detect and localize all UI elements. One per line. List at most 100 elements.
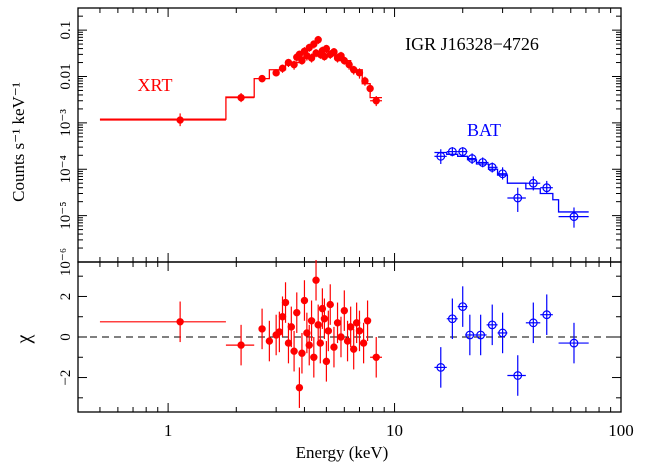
- residual-point-xrt: [293, 308, 301, 317]
- spectrum-point-xrt: [330, 48, 338, 56]
- spectrum-point-xrt: [322, 44, 331, 53]
- residual-point-bat: [465, 330, 475, 340]
- residual-point-xrt: [372, 353, 380, 361]
- residual-point-bat: [476, 330, 486, 340]
- residual-point-xrt: [352, 319, 361, 327]
- spectrum-point-bat: [542, 183, 552, 193]
- spectrum-point-xrt: [237, 93, 245, 102]
- spectrum-panel-frame: [77, 7, 622, 263]
- residual-point-xrt: [312, 276, 320, 284]
- residual-point-bat: [458, 302, 468, 311]
- residual-point-bat: [498, 328, 507, 338]
- axis-ticks: [77, 8, 622, 412]
- residual-point-xrt: [324, 327, 333, 335]
- spectrum-point-xrt: [355, 69, 364, 77]
- spectrum-point-bat: [487, 162, 497, 172]
- legend-label-bat: BAT: [467, 120, 501, 140]
- top-y-axis-label: Counts s⁻¹ keV⁻¹: [9, 82, 28, 202]
- residual-point-xrt: [316, 339, 325, 347]
- residual-point-bat: [569, 338, 579, 348]
- y-tick-label: 0.1: [58, 21, 74, 40]
- spectrum-point-bat: [478, 158, 488, 167]
- y-tick-label: 10⁻⁶: [58, 248, 74, 276]
- residual-point-xrt: [307, 317, 316, 325]
- residual-y-tick-label: −2: [58, 370, 74, 386]
- residual-point-xrt: [295, 383, 304, 392]
- residual-point-xrt: [176, 318, 184, 326]
- residual-point-xrt: [298, 349, 306, 357]
- residual-point-xrt: [340, 306, 349, 315]
- residual-point-xrt: [337, 333, 345, 341]
- spectrum-point-xrt: [366, 84, 374, 93]
- residual-point-bat: [528, 318, 538, 328]
- residual-y-tick-label: 0: [58, 333, 74, 341]
- spectrum-point-xrt: [372, 97, 380, 105]
- bottom-y-axis-label: χ: [13, 334, 35, 344]
- residual-point-xrt: [326, 300, 334, 309]
- spectrum-point-xrt: [272, 69, 280, 77]
- residual-point-bat: [513, 371, 523, 380]
- residual-point-xrt: [359, 339, 368, 347]
- residual-point-xrt: [343, 337, 352, 345]
- spectrum-point-xrt: [340, 56, 349, 65]
- residual-y-tick-label: 2: [58, 293, 74, 301]
- residual-point-bat: [447, 314, 457, 324]
- spectrum-point-bat: [528, 178, 538, 188]
- spectrum-point-bat: [447, 147, 457, 157]
- residual-point-xrt: [363, 317, 372, 325]
- residual-point-bat: [436, 363, 446, 372]
- spectrum-point-xrt: [349, 66, 358, 74]
- residual-point-xrt: [275, 328, 284, 336]
- residual-point-xrt: [284, 339, 293, 347]
- residual-point-xrt: [258, 325, 266, 333]
- x-tick-label: 100: [608, 421, 634, 440]
- residual-point-xrt: [330, 343, 338, 351]
- residual-point-xrt: [278, 313, 287, 321]
- y-tick-label: 10⁻⁵: [58, 202, 74, 230]
- residual-point-xrt: [300, 296, 309, 305]
- spectrum-point-xrt: [307, 54, 316, 62]
- spectrum-point-xrt: [290, 60, 298, 69]
- spectrum-point-bat: [569, 212, 579, 222]
- spectrum-point-bat: [458, 147, 468, 157]
- spectrum-point-xrt: [258, 74, 266, 83]
- legend-label-xrt: XRT: [138, 75, 173, 95]
- residual-point-xrt: [281, 298, 290, 307]
- residual-point-xrt: [349, 345, 358, 353]
- y-tick-label: 10⁻⁴: [58, 155, 74, 183]
- spectrum-point-xrt: [278, 64, 287, 73]
- residual-point-xrt: [320, 315, 329, 323]
- spectrum-point-xrt: [310, 40, 318, 48]
- residual-point-xrt: [310, 353, 318, 361]
- spectrum-point-bat: [436, 151, 446, 161]
- spectrum-point-bat: [513, 193, 523, 203]
- residual-point-xrt: [346, 323, 355, 331]
- model-lines: [99, 53, 589, 213]
- spectrum-point-bat: [498, 169, 507, 179]
- residual-point-xrt: [237, 341, 245, 349]
- y-tick-label: 0.01: [58, 63, 74, 89]
- x-axis-label: Energy (keV): [296, 443, 389, 462]
- y-tick-label: 10⁻³: [58, 109, 74, 137]
- model-step-bat: [434, 151, 589, 213]
- spectrum-point-xrt: [314, 36, 322, 44]
- residual-point-xrt: [322, 357, 331, 366]
- spectrum-point-xrt: [176, 116, 184, 124]
- residual-point-xrt: [333, 319, 342, 327]
- axis-labels: 1 10 100 0.1 0.01 10⁻³ 10⁻⁴ 10⁻⁵ 10⁻⁶ 2 0 −2: [58, 21, 634, 440]
- residual-point-xrt: [290, 347, 298, 355]
- residual-point-xrt: [265, 337, 274, 345]
- x-tick-label: 1: [164, 421, 173, 440]
- residual-point-xrt: [355, 327, 364, 335]
- x-tick-label: 10: [386, 421, 403, 440]
- residual-point-bat: [487, 320, 497, 330]
- data-points: [99, 35, 589, 408]
- spectrum-point-bat: [467, 154, 477, 163]
- spectrum-point-xrt: [361, 77, 369, 85]
- residual-point-xrt: [303, 329, 311, 337]
- residual-point-xrt: [287, 323, 296, 331]
- residual-point-bat: [542, 310, 552, 320]
- source-title: IGR J16328−4726: [405, 34, 539, 54]
- spectrum-point-xrt: [298, 56, 306, 65]
